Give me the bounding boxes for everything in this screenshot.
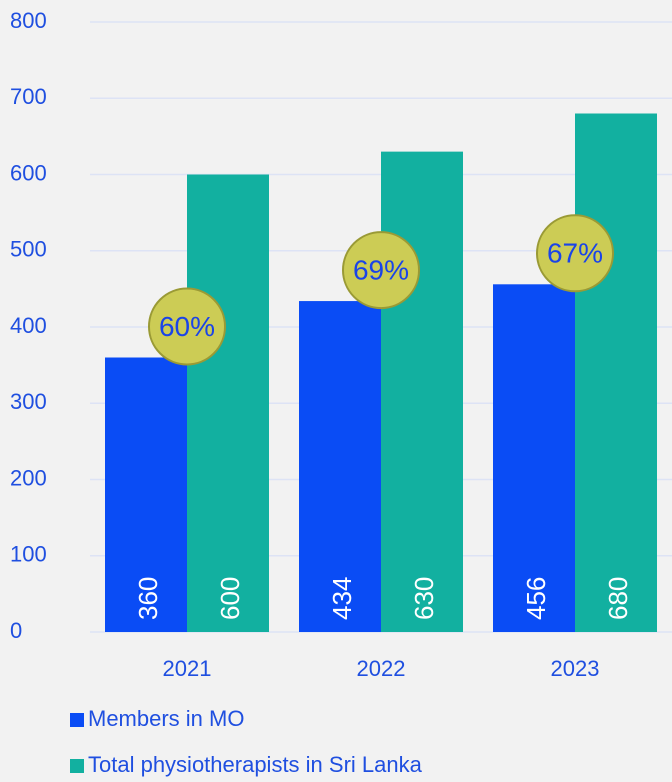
legend-swatch: [70, 713, 84, 727]
y-tick-label: 500: [10, 237, 47, 262]
bar: [381, 151, 463, 632]
y-tick-label: 200: [10, 465, 47, 490]
legend-label: Total physiotherapists in Sri Lanka: [88, 752, 423, 777]
ratio-badge: [148, 287, 226, 366]
ratio-label: 67%: [547, 238, 603, 269]
data-label: 434: [327, 577, 357, 620]
bar: [187, 174, 269, 632]
ratio-label: 69%: [353, 254, 409, 285]
bar: [299, 301, 381, 632]
y-tick-label: 600: [10, 160, 47, 185]
x-tick-label: 2021: [163, 656, 212, 681]
data-label: 600: [215, 577, 245, 620]
legend-label: Members in MO: [88, 706, 244, 731]
y-tick-label: 100: [10, 542, 47, 567]
x-tick-label: 2023: [551, 656, 600, 681]
y-tick-label: 400: [10, 313, 47, 338]
data-label: 456: [521, 577, 551, 620]
bar: [493, 284, 575, 632]
bar: [105, 357, 187, 632]
y-tick-label: 800: [10, 8, 47, 33]
legend-swatch: [70, 759, 84, 773]
y-tick-label: 0: [10, 618, 22, 643]
data-label: 360: [133, 577, 163, 620]
ratio-label: 60%: [159, 311, 215, 342]
ratio-badge: [342, 231, 420, 310]
bar: [575, 113, 657, 632]
data-label: 680: [603, 577, 633, 620]
y-tick-label: 300: [10, 389, 47, 414]
x-tick-label: 2022: [357, 656, 406, 681]
y-tick-label: 700: [10, 84, 47, 109]
ratio-badge: [536, 214, 614, 293]
data-label: 630: [409, 577, 439, 620]
